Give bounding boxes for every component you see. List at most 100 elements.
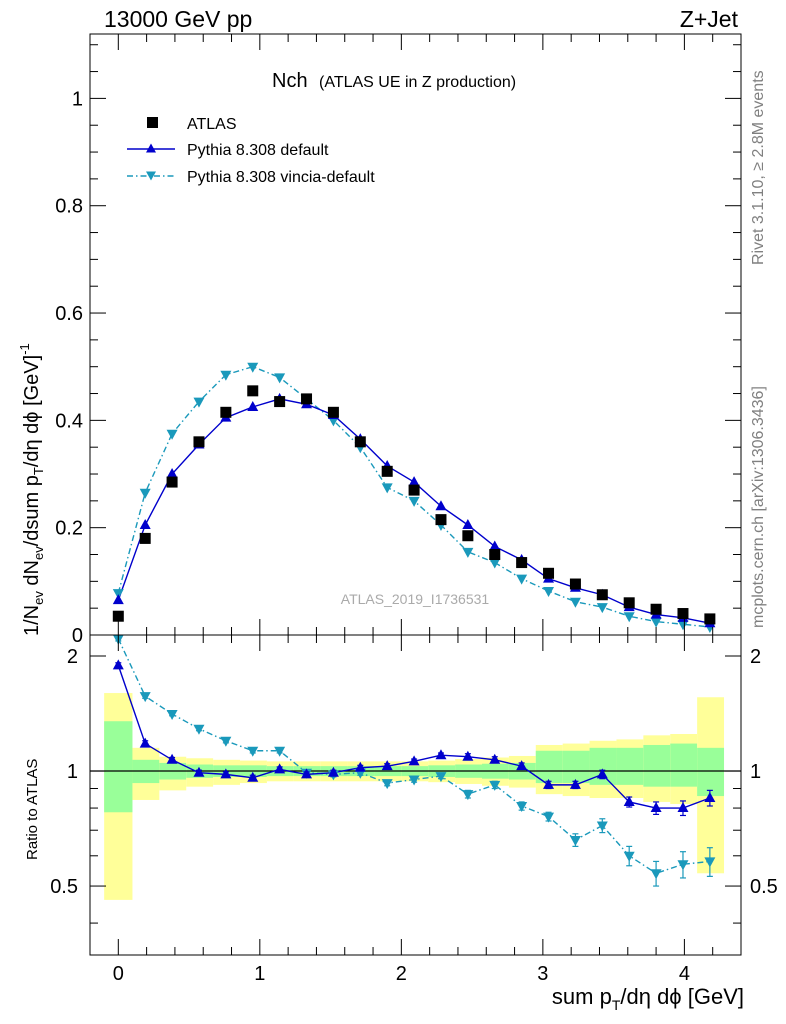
ratio-default-point [220, 768, 232, 779]
ratio-vincia-point [489, 780, 501, 791]
atlas-point [569, 578, 581, 590]
ratio-default-point [327, 766, 339, 777]
ratio-default-point [193, 766, 205, 777]
ratio-default-point [274, 763, 286, 774]
vincia-point [516, 574, 528, 585]
ratio-default-point [623, 795, 635, 806]
x-tick-label: 1 [254, 963, 265, 985]
atlas-point [543, 567, 555, 579]
legend: ATLAS Pythia 8.308 default Pythia 8.308 … [127, 116, 375, 186]
default-point [408, 476, 420, 487]
vincia-point [677, 620, 689, 631]
y-tick-label: 0.4 [55, 410, 83, 432]
ratio-default-point [301, 768, 313, 779]
ratio-default-point [596, 768, 608, 779]
vincia-point [623, 612, 635, 623]
ratio-band-inner [670, 743, 698, 787]
atlas-point [220, 406, 232, 418]
ratio-vincia-point [381, 779, 393, 790]
main-y-axis-label: 1/Nev dNev/dsum pT/dη dϕ [GeV]-1 [17, 343, 46, 636]
x-tick-label: 2 [396, 963, 407, 985]
legend-marker-vincia [146, 171, 156, 181]
y-tick-label: 0.8 [55, 196, 83, 218]
atlas-point [166, 476, 178, 488]
vincia-point [381, 483, 393, 494]
ratio-vincia-point [274, 746, 286, 757]
ratio-vincia-point [193, 724, 205, 735]
vincia-point [274, 373, 286, 384]
atlas-point [112, 610, 124, 622]
ratio-band-inner [589, 747, 617, 785]
ratio-vincia-point [139, 692, 151, 703]
ratio-default-point [112, 659, 124, 670]
ratio-vincia-point [516, 801, 528, 812]
atlas-point [139, 532, 151, 544]
atlas-point [193, 436, 205, 448]
default-point [166, 468, 178, 479]
vincia-point [462, 547, 474, 558]
ratio-vincia-point [166, 710, 178, 721]
ratio-band-inner [562, 750, 590, 784]
ratio-default-point [650, 802, 662, 813]
ratio-default-point [704, 791, 716, 802]
mcplots-label: mcplots.cern.ch [arXiv:1306.3436] [750, 386, 767, 628]
atlas-point [435, 514, 447, 526]
ratio-default-point [354, 761, 366, 772]
vincia-point [650, 617, 662, 628]
atlas-point [489, 549, 501, 561]
ratio-vincia-point [596, 821, 608, 832]
ratio-y-tick-label-right: 0.5 [750, 876, 778, 898]
ratio-default-point [462, 750, 474, 761]
plot-title: Nch [272, 70, 308, 92]
vincia-point [220, 370, 232, 381]
vincia-point [193, 397, 205, 408]
atlas-point [623, 597, 635, 609]
atlas-point [354, 436, 366, 448]
ratio-band-inner [616, 747, 644, 785]
x-tick-label: 0 [113, 963, 124, 985]
analysis-watermark: ATLAS_2019_I1736531 [341, 591, 490, 607]
y-tick-label: 0 [72, 625, 83, 647]
x-axis-label: sum pT/dη dϕ [GeV] [552, 984, 744, 1013]
vincia-point [139, 488, 151, 499]
ratio-default-point [166, 753, 178, 764]
ratio-default-point [569, 778, 581, 789]
ratio-band-inner [535, 750, 563, 784]
legend-marker-default [146, 143, 156, 153]
ratio-default-point [381, 760, 393, 771]
atlas-point [462, 530, 474, 542]
ratio-default-point [247, 771, 259, 782]
default-point [489, 540, 501, 551]
ratio-default-point [677, 802, 689, 813]
atlas-point [677, 608, 689, 620]
ratio-band-inner [104, 721, 133, 813]
ratio-band-inner [643, 744, 671, 787]
atlas-point [408, 484, 420, 496]
atlas-point [516, 557, 528, 569]
ratio-y-tick-label: 2 [67, 646, 78, 668]
atlas-point [650, 603, 662, 615]
ratio-vincia-point [569, 835, 581, 846]
ratio-default-point [543, 778, 555, 789]
ratio-default-point [408, 755, 420, 766]
ratio-default-point [489, 753, 501, 764]
ratio-vincia-point [408, 775, 420, 786]
rivet-label: Rivet 3.1.10, ≥ 2.8M events [750, 70, 767, 265]
y-tick-label: 1 [72, 88, 83, 110]
y-tick-label: 0.6 [55, 303, 83, 325]
ratio-y-tick-label: 0.5 [50, 876, 78, 898]
atlas-point [327, 406, 339, 418]
ratio-vincia-point [247, 746, 259, 757]
vincia-point [408, 496, 420, 507]
atlas-point [704, 613, 716, 625]
process-label: Z+Jet [680, 6, 739, 32]
ratio-vincia-point [435, 772, 447, 783]
default-point [462, 518, 474, 529]
ratio-vincia-point [623, 851, 635, 862]
ratio-y-tick-label-right: 1 [750, 761, 761, 783]
vincia-point [166, 429, 178, 440]
atlas-point [381, 465, 393, 477]
x-tick-label: 4 [679, 963, 690, 985]
ratio-y-tick-label-right: 2 [750, 646, 761, 668]
default-point [112, 594, 124, 605]
